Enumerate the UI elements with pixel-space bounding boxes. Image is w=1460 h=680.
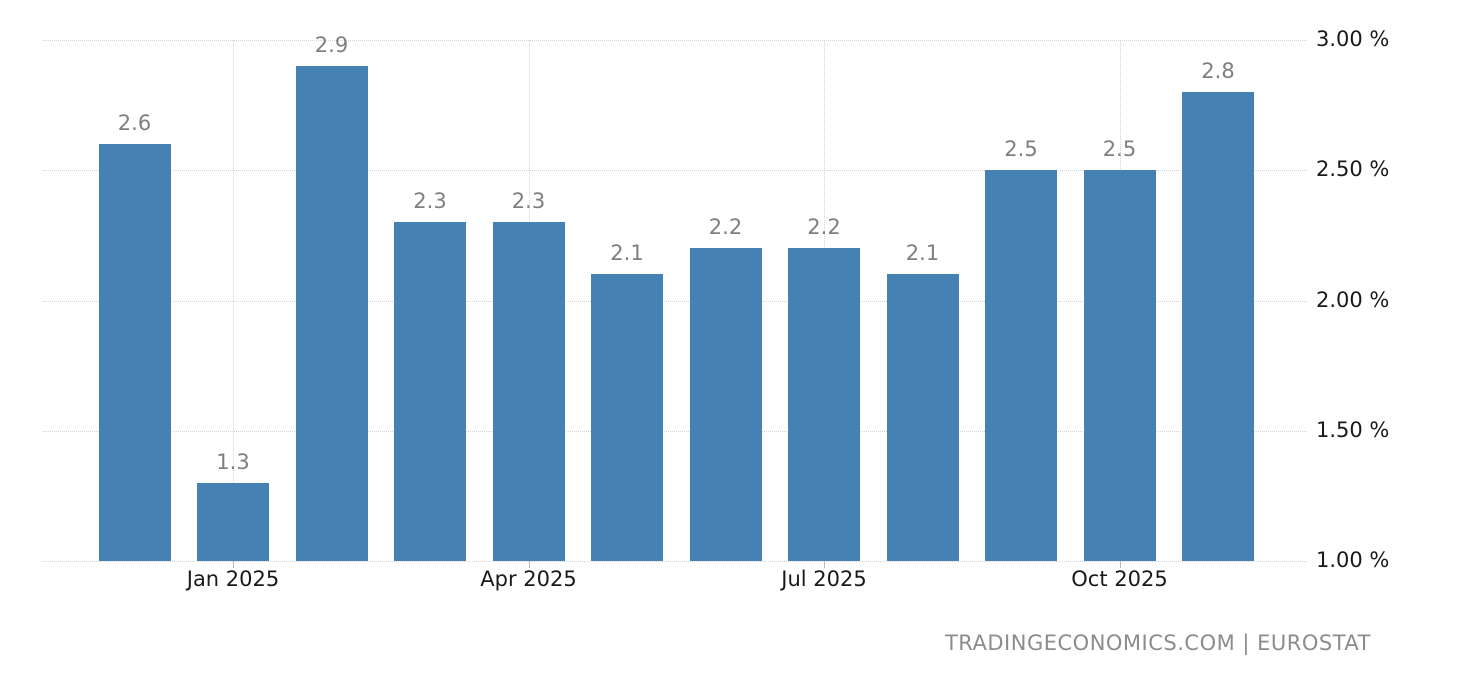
y-axis-label: 2.00 % <box>1316 287 1390 312</box>
x-axis-label: Apr 2025 <box>480 567 577 591</box>
horizontal-gridline <box>43 40 1307 41</box>
bar-value-label: 2.6 <box>117 111 152 136</box>
x-axis-tick <box>528 561 530 568</box>
vertical-gridline <box>233 40 234 561</box>
bar-value-label: 2.2 <box>708 215 743 240</box>
attribution: TRADINGECONOMICS.COM | EUROSTAT <box>945 630 1371 656</box>
horizontal-gridline <box>43 430 1307 432</box>
bar-value-label: 1.3 <box>216 449 250 474</box>
bar[interactable] <box>689 248 762 561</box>
y-axis-label: 1.00 % <box>1316 548 1390 572</box>
y-axis-label: 2.50 % <box>1316 157 1390 182</box>
bar-value-label: 2.1 <box>905 241 940 266</box>
bar[interactable] <box>295 66 368 561</box>
x-axis-label: Oct 2025 <box>1071 567 1168 591</box>
x-axis-tick <box>233 561 234 568</box>
bar[interactable] <box>985 170 1057 561</box>
horizontal-gridline <box>43 170 1307 172</box>
bar-value-label: 2.1 <box>610 241 644 266</box>
bar-value-label: 2.3 <box>511 189 546 214</box>
bar-value-label: 2.5 <box>1004 137 1038 162</box>
bar-value-label: 2.8 <box>1201 59 1235 84</box>
bar[interactable] <box>394 222 466 561</box>
bar-value-label: 2.3 <box>413 189 447 214</box>
bar[interactable] <box>197 482 269 561</box>
bar[interactable] <box>1083 170 1156 561</box>
bar-value-label: 2.9 <box>314 33 349 58</box>
x-axis-tick <box>1119 561 1121 568</box>
horizontal-gridline <box>43 300 1307 302</box>
bar-value-label: 2.5 <box>1102 137 1137 162</box>
horizontal-gridline <box>43 561 1307 562</box>
bar[interactable] <box>886 274 959 561</box>
bar-value-label: 2.2 <box>807 215 841 240</box>
y-axis-label: 3.00 % <box>1316 27 1390 51</box>
plot-area <box>43 40 1307 562</box>
bar[interactable] <box>591 274 663 561</box>
x-axis-label: Jul 2025 <box>781 567 867 591</box>
bar[interactable] <box>788 248 860 561</box>
y-axis-label: 1.50 % <box>1316 417 1390 442</box>
bar[interactable] <box>98 144 171 561</box>
bar[interactable] <box>492 222 565 561</box>
x-axis-label: Jan 2025 <box>186 567 280 591</box>
bar[interactable] <box>1182 92 1254 561</box>
x-axis-tick <box>824 561 825 568</box>
attribution-text: TRADINGECONOMICS.COM | EUROSTAT <box>944 631 1371 655</box>
